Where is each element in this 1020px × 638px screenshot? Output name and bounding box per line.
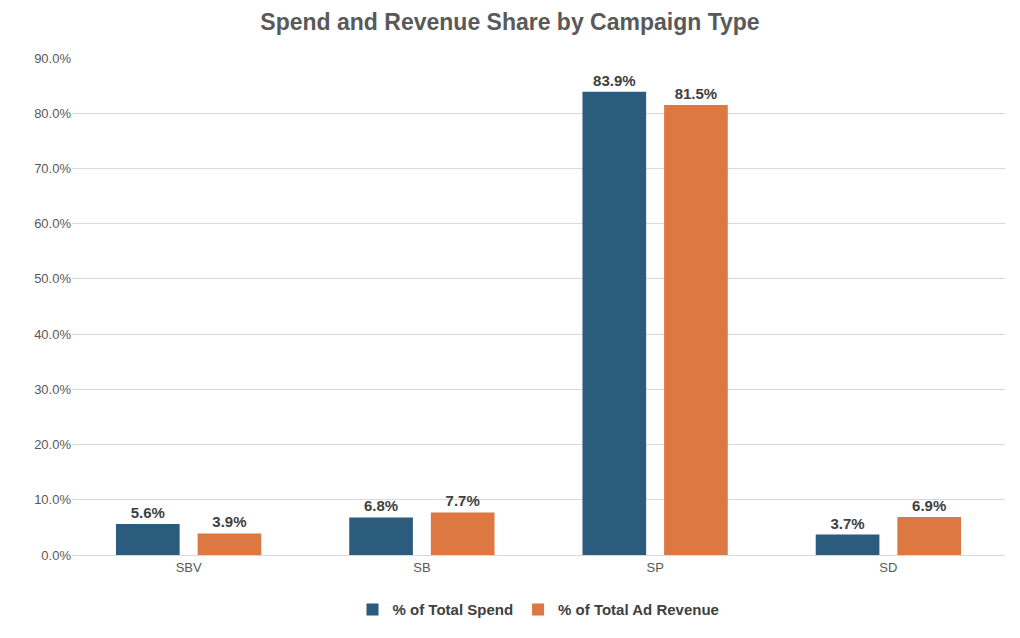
svg-text:3.9%: 3.9% [212, 513, 246, 530]
svg-text:50.0%: 50.0% [34, 271, 71, 286]
svg-text:6.9%: 6.9% [912, 497, 946, 514]
svg-text:SB: SB [413, 560, 430, 575]
svg-text:6.8%: 6.8% [364, 497, 398, 514]
svg-text:20.0%: 20.0% [34, 437, 71, 452]
svg-text:80.0%: 80.0% [34, 106, 71, 121]
svg-text:30.0%: 30.0% [34, 382, 71, 397]
svg-text:90.0%: 90.0% [34, 51, 71, 66]
svg-text:% of Total Spend: % of Total Spend [393, 601, 514, 618]
svg-text:40.0%: 40.0% [34, 327, 71, 342]
svg-text:SD: SD [879, 560, 897, 575]
svg-text:70.0%: 70.0% [34, 161, 71, 176]
svg-text:SP: SP [646, 560, 663, 575]
svg-text:3.7%: 3.7% [830, 515, 864, 532]
svg-text:83.9%: 83.9% [593, 72, 636, 89]
svg-text:% of Total Ad Revenue: % of Total Ad Revenue [558, 601, 719, 618]
svg-text:7.7%: 7.7% [446, 492, 480, 509]
svg-text:Spend and Revenue Share by Cam: Spend and Revenue Share by Campaign Type [260, 9, 759, 35]
svg-text:5.6%: 5.6% [131, 504, 165, 521]
svg-text:60.0%: 60.0% [34, 216, 71, 231]
svg-text:10.0%: 10.0% [34, 492, 71, 507]
svg-text:SBV: SBV [176, 560, 202, 575]
svg-text:81.5%: 81.5% [675, 85, 718, 102]
svg-text:0.0%: 0.0% [41, 548, 71, 563]
